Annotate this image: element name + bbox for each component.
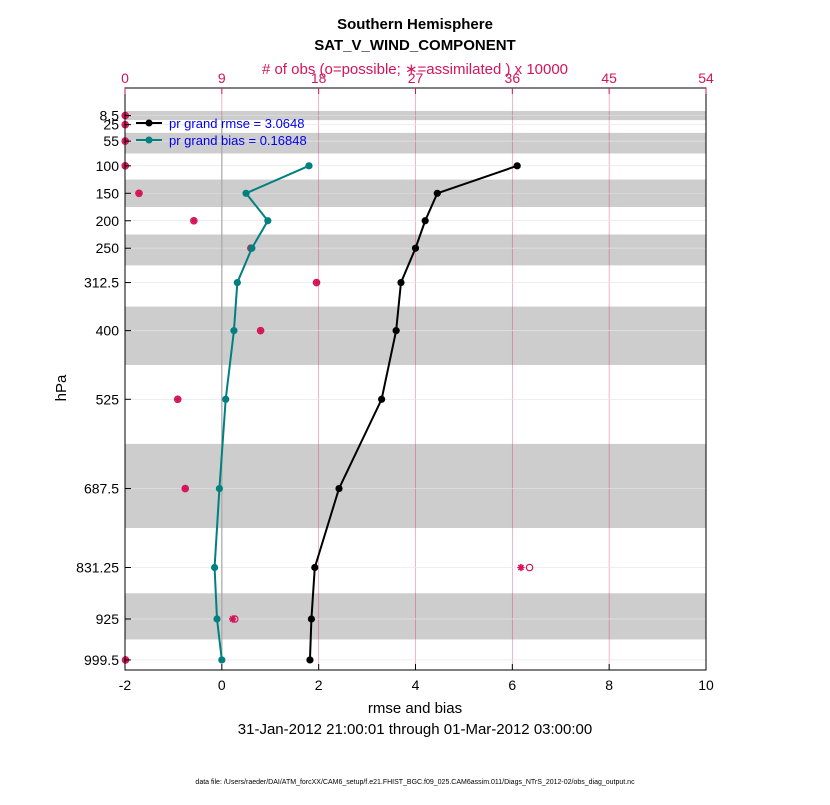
bias-point [264,217,272,225]
rmse-point [392,327,400,335]
x-tick-label: 4 [412,677,420,693]
obs-assimilated-marker [256,327,265,335]
y-tick-label: 200 [96,213,120,229]
top-tick-label: 27 [408,70,424,86]
y-tick-label: 525 [96,391,120,407]
y-tick-label: 150 [96,185,120,201]
chart-title: Southern Hemisphere [337,16,493,33]
obs-assimilated-marker [312,278,321,287]
y-tick-label: 400 [96,323,120,339]
bias-point [230,327,238,335]
obs-assimilated-marker [174,395,182,403]
legend: pr grand rmse = 3.0648 pr grand bias = 0… [136,116,307,148]
y-tick-label: 925 [96,611,120,627]
x-tick-label: 0 [218,677,226,693]
bias-point [233,278,241,287]
bias-point [215,484,224,493]
axes: -2 0 2 4 6 8 100 9 18 27 36 45 548.52555100150200250… [76,70,714,693]
bias-point [222,395,230,403]
obs-assimilated-marker [190,217,198,225]
top-tick-label: 45 [601,70,617,86]
bias-point [218,656,226,664]
legend-label-bias: pr grand bias = 0.16848 [169,133,307,148]
bias-point [248,244,256,252]
series-lines [210,162,521,664]
legend-marker-bias [145,136,153,144]
y-tick-label: 999.5 [84,652,119,668]
y-tick-label: 100 [96,158,120,174]
top-axis-label: # of obs (o=possible; ∗=assimilated ) x … [262,61,568,78]
legend-marker-rmse [145,119,153,127]
x-tick-label: 8 [605,677,613,693]
obs-assimilated-marker [181,484,189,493]
y-axis-label: hPa [53,374,70,401]
y-tick-label: 25 [103,117,119,133]
rmse-point [307,615,316,623]
y-tick-label: 250 [96,240,120,256]
date-range: 31-Jan-2012 21:00:01 through 01-Mar-2012… [238,721,592,738]
rmse-point [311,563,319,572]
bias-point [210,563,219,572]
data-file-footer: data file: /Users/raeder/DAI/ATM_forcXX/… [195,779,635,786]
y-tick-label: 312.5 [84,275,119,291]
top-tick-label: 18 [311,70,327,86]
rmse-point [433,189,441,197]
legend-label-rmse: pr grand rmse = 3.0648 [169,116,305,131]
rmse-point [335,484,343,493]
obs-assimilated-marker [517,563,525,572]
top-tick-label: 54 [698,70,714,86]
top-tick-label: 0 [121,70,129,86]
y-tick-label: 831.25 [76,560,119,576]
bias-point [242,189,250,197]
rmse-point [397,278,405,287]
top-tick-label: 9 [218,70,226,86]
y-tick-label: 55 [103,133,119,149]
rmse-point [411,244,420,252]
x-tick-label: 2 [315,677,323,693]
bias-point [213,615,221,623]
x-tick-label: 10 [698,677,714,693]
rmse-point [378,395,386,403]
top-tick-label: 36 [505,70,521,86]
x-tick-label: 6 [508,677,516,693]
grid [125,88,706,670]
x-axis-label: rmse and bias [368,700,462,717]
chart-subtitle: SAT_V_WIND_COMPONENT [314,37,515,54]
x-tick-label: -2 [119,677,132,693]
obs-assimilated-marker [135,189,143,197]
rmse-point [306,656,314,664]
y-tick-label: 687.5 [84,481,119,497]
level-band [125,132,706,154]
rmse-point [421,217,429,225]
y-tick-label: 8.5 [100,108,120,124]
bias-point [305,162,313,170]
rmse-point [513,162,521,170]
obs-assimilated-marker [228,615,237,623]
obs-possible-marker [525,563,534,572]
